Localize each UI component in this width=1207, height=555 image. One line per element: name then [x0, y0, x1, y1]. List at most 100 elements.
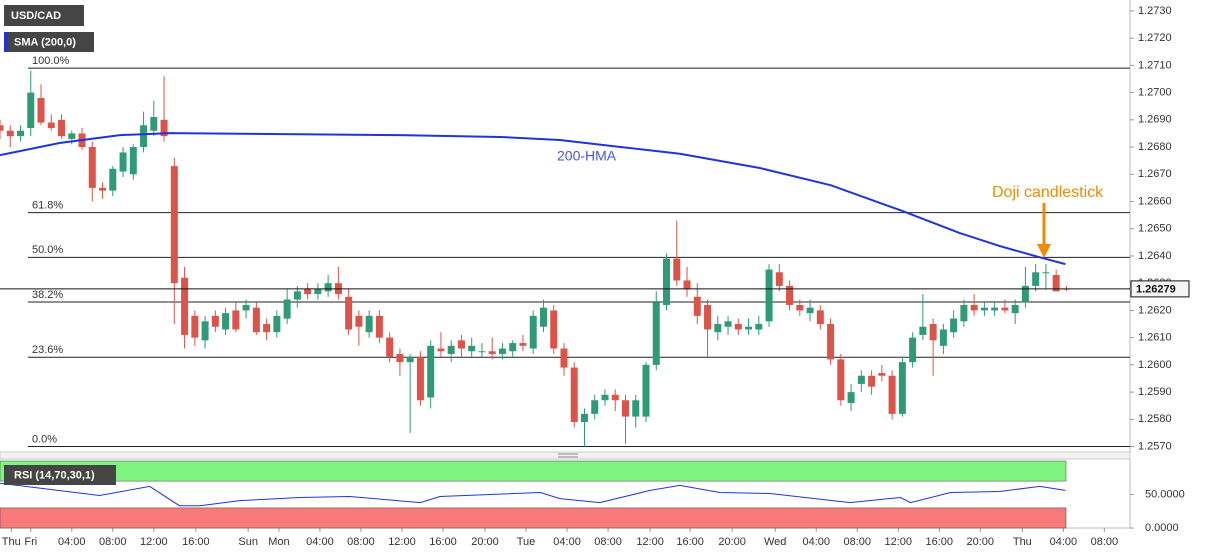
candle-body [755, 324, 763, 330]
candle-body [909, 337, 917, 363]
y-tick-label: 1.2620 [1138, 304, 1172, 316]
candle-body [457, 340, 465, 349]
x-tick-label: 04:00 [58, 536, 86, 548]
candle-body [673, 258, 681, 281]
candle-body [786, 285, 794, 305]
x-tick-label: 20:00 [471, 536, 499, 548]
x-tick-label: 08:00 [99, 536, 127, 548]
y-tick-label: 1.2700 [1138, 86, 1172, 98]
candle-body [293, 291, 301, 300]
candle-body [827, 324, 835, 360]
candle-body [621, 400, 629, 417]
candle-body [714, 324, 722, 333]
candle-body [745, 326, 753, 330]
candle-body [304, 288, 312, 295]
x-tick-label: Wed [764, 536, 786, 548]
arrow-head [1037, 244, 1051, 258]
x-tick-label: 04:00 [553, 536, 581, 548]
x-tick-label: Sun [238, 536, 258, 548]
candle-body [355, 315, 363, 327]
fib-label: 100.0% [32, 55, 70, 67]
y-tick-label: 1.2730 [1138, 5, 1172, 17]
candle-body [580, 413, 588, 423]
candle-body [816, 310, 824, 325]
candle-body [47, 122, 55, 128]
pane-divider[interactable] [0, 451, 1131, 460]
candle-body [283, 299, 291, 319]
x-tick-label: 12:00 [140, 536, 168, 548]
candle-body [427, 345, 435, 398]
x-tick-label: 16:00 [429, 536, 457, 548]
candle-body [109, 168, 117, 191]
candle-body [1011, 304, 1019, 314]
candle-body [560, 348, 568, 368]
symbol-label: USD/CAD [11, 10, 61, 22]
y-tick-label: 1.2570 [1138, 440, 1172, 452]
candle-body [222, 313, 230, 330]
candle-body [365, 315, 373, 333]
y-tick-label: 50.0000 [1145, 488, 1185, 500]
candle-body [1052, 275, 1060, 292]
rsi-band [0, 460, 1067, 482]
candle-body [498, 348, 506, 354]
candle-body [211, 315, 219, 327]
candle-body [119, 152, 127, 172]
candle-body [539, 307, 547, 327]
candle-body [324, 283, 332, 292]
candle-body [478, 351, 486, 353]
candle-body [273, 315, 281, 333]
x-tick-label: 20:00 [967, 536, 995, 548]
x-tick-label: 16:00 [926, 536, 954, 548]
candle-body [58, 119, 66, 137]
candle-body [27, 92, 35, 128]
candle-body [437, 348, 445, 352]
candle-body [663, 258, 671, 305]
x-tick-label: 12:00 [388, 536, 416, 548]
candle-body [375, 315, 383, 338]
candle-body [232, 310, 240, 330]
y-tick-label: 1.2600 [1138, 359, 1172, 371]
candle-body [242, 304, 250, 311]
candle-body [447, 345, 455, 354]
indicator-label: SMA (200,0) [14, 36, 76, 48]
x-tick-label: Fri [24, 536, 37, 548]
candle-body [765, 269, 773, 322]
x-tick-label: 04:00 [802, 536, 830, 548]
x-tick-label: 08:00 [594, 536, 622, 548]
candle-body [939, 329, 947, 346]
y-tick-label: 1.2670 [1138, 168, 1172, 180]
candle-body [919, 326, 927, 335]
x-tick-label: 04:00 [1050, 536, 1078, 548]
fib-label: 61.8% [32, 200, 63, 212]
y-tick-label: 1.2640 [1138, 250, 1172, 262]
symbol-box[interactable] [4, 5, 84, 26]
y-tick-label: 1.2590 [1138, 386, 1172, 398]
candle-body [693, 296, 701, 316]
candle-body [1042, 272, 1050, 274]
candle-body [150, 117, 158, 131]
candle-body [345, 296, 353, 330]
candle-body [201, 321, 209, 341]
candle-body [1021, 285, 1029, 303]
candle-body [857, 375, 865, 384]
candle-body [406, 356, 414, 363]
candle-body [898, 362, 906, 414]
y-tick-label: 0.0000 [1145, 522, 1179, 534]
candle-body [416, 356, 424, 401]
indicator-box[interactable] [4, 32, 94, 52]
y-tick-label: 1.2580 [1138, 413, 1172, 425]
y-tick-label: 1.2610 [1138, 332, 1172, 344]
candle-body [970, 304, 978, 311]
candle-body [1001, 307, 1009, 311]
candle-body [88, 147, 96, 188]
candle-body [191, 315, 199, 338]
candle-body [796, 304, 804, 311]
candle-body [99, 187, 107, 191]
line-series [0, 132, 1066, 266]
candle-body [991, 307, 999, 311]
candle-body [950, 318, 958, 333]
rsi-box[interactable] [4, 465, 116, 485]
x-tick-label: 20:00 [718, 536, 746, 548]
